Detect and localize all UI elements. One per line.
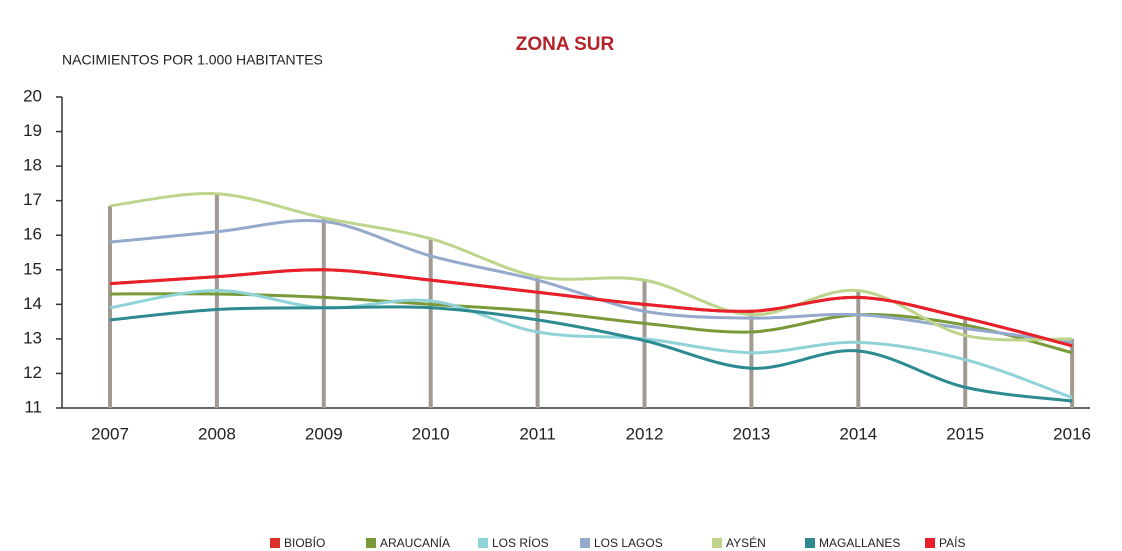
series-line: [109, 219, 1073, 344]
series-line: [109, 305, 1073, 403]
y-tick-label: 14: [23, 294, 42, 313]
legend-swatch: [805, 538, 815, 548]
legend-swatch: [580, 538, 590, 548]
x-tick-label: 2014: [839, 424, 877, 443]
legend-label: PAÍS: [939, 535, 965, 550]
legend-swatch: [925, 538, 935, 548]
y-tick-label: 13: [23, 328, 42, 347]
y-tick-label: 16: [23, 225, 42, 244]
y-axis-label: NACIMIENTOS POR 1.000 HABITANTES: [62, 52, 323, 68]
y-tick-label: 11: [24, 397, 42, 416]
x-tick-label: 2011: [519, 424, 556, 443]
x-tick-label: 2015: [946, 424, 984, 443]
x-tick-label: 2007: [91, 424, 129, 443]
series-line: [109, 192, 1073, 342]
y-tick-label: 18: [23, 156, 42, 175]
series-line: [109, 289, 1073, 400]
legend-label: LOS LAGOS: [594, 536, 663, 550]
y-tick-label: 12: [23, 363, 42, 382]
legend-label: AYSÉN: [726, 535, 766, 550]
y-tick-label: 20: [23, 86, 42, 105]
legend-swatch: [270, 538, 280, 548]
y-tick-label: 19: [23, 121, 42, 140]
legend-label: LOS RÍOS: [492, 535, 549, 550]
legend-label: BIOBÍO: [284, 535, 325, 550]
legend-label: MAGALLANES: [819, 536, 900, 550]
y-tick-label: 17: [23, 190, 42, 209]
legend-swatch: [478, 538, 488, 548]
x-tick-label: 2016: [1053, 424, 1091, 443]
x-tick-label: 2010: [412, 424, 450, 443]
legend-swatch: [366, 538, 376, 548]
x-tick-label: 2012: [626, 424, 664, 443]
legend-swatch: [712, 538, 722, 548]
chart-title: ZONA SUR: [516, 34, 615, 55]
series-line: [109, 292, 1073, 355]
x-tick-label: 2013: [732, 424, 770, 443]
legend-label: ARAUCANÍA: [380, 535, 450, 550]
x-tick-label: 2009: [305, 424, 343, 443]
series-line: [109, 268, 1073, 348]
y-tick-label: 15: [23, 259, 42, 278]
x-tick-label: 2008: [198, 424, 236, 443]
